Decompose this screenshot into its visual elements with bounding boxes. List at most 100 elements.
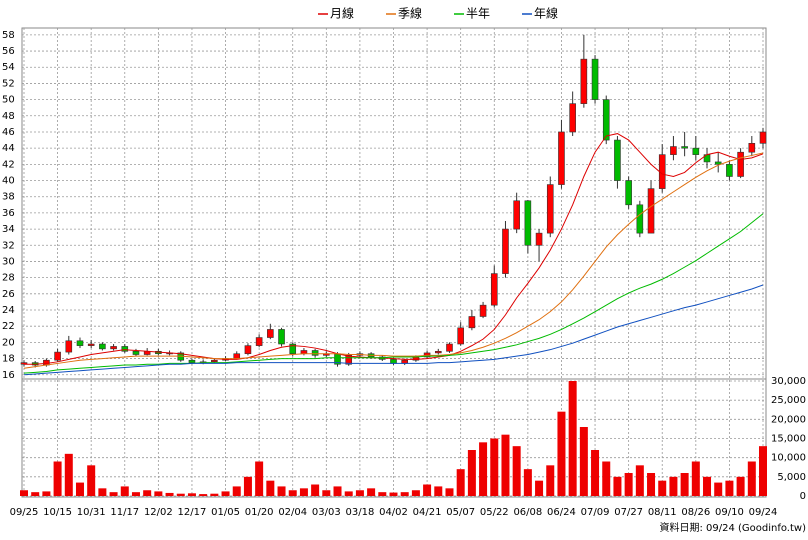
- candle-body: [692, 147, 700, 155]
- volume-bar: [378, 492, 387, 496]
- candle-body: [132, 350, 140, 355]
- x-tick-label: 04/21: [413, 507, 442, 518]
- x-tick-label: 12/02: [144, 507, 173, 518]
- volume-bar: [176, 493, 185, 496]
- volume-bar: [568, 381, 577, 496]
- x-tick-label: 11/17: [110, 507, 139, 518]
- volume-bar: [87, 465, 96, 496]
- candle-body: [569, 103, 576, 133]
- x-tick-label: 08/26: [681, 507, 710, 518]
- volume-bar: [635, 465, 644, 496]
- volume-bar: [75, 482, 84, 496]
- volume-bar: [42, 491, 51, 496]
- y-tick-label: 58: [2, 30, 15, 41]
- volume-bar: [277, 486, 286, 496]
- source-note: 資料日期: 09/24 (Goodinfo.tw): [659, 521, 806, 534]
- x-tick-label: 09/25: [10, 507, 39, 518]
- legend-label: 月線: [330, 6, 354, 21]
- volume-bar: [266, 480, 275, 496]
- volume-bar: [747, 461, 756, 496]
- candle-body: [737, 151, 744, 177]
- y-tick-label: 24: [2, 305, 15, 316]
- candle-body: [513, 200, 520, 230]
- y-tick-label: 26: [2, 289, 15, 300]
- candle-body: [457, 327, 464, 345]
- candle-body: [99, 343, 106, 350]
- volume-bar: [445, 488, 454, 496]
- volume-bar: [187, 493, 196, 496]
- volume-bar: [255, 461, 264, 496]
- volume-bar: [658, 480, 667, 496]
- volume-tick-label: 20,000: [771, 414, 806, 425]
- candle-body: [535, 232, 543, 246]
- x-tick-label: 10/31: [77, 507, 106, 518]
- y-tick-label: 50: [2, 95, 15, 106]
- volume-bar: [523, 469, 532, 496]
- y-tick-label: 28: [2, 273, 15, 284]
- y-tick-label: 54: [2, 62, 15, 73]
- volume-bar: [624, 473, 633, 496]
- x-tick-label: 07/09: [581, 507, 610, 518]
- volume-bar: [602, 461, 611, 496]
- volume-bar: [703, 476, 712, 496]
- candle-body: [546, 184, 554, 234]
- y-tick-label: 20: [2, 337, 15, 348]
- volume-tick-label: 15,000: [771, 434, 806, 445]
- candle-body: [345, 355, 353, 365]
- volume-tick-label: 0: [800, 491, 806, 502]
- y-tick-label: 16: [2, 370, 15, 381]
- volume-bar: [579, 427, 588, 496]
- ma-line: [23, 152, 764, 369]
- volume-bar: [423, 484, 432, 496]
- legend-label: 半年: [466, 7, 490, 21]
- volume-tick-label: 30,000: [771, 376, 806, 387]
- candle-body: [446, 343, 453, 352]
- candle-body: [714, 161, 722, 165]
- x-tick-label: 02/04: [278, 507, 307, 518]
- volume-tick-label: 10,000: [771, 453, 806, 464]
- x-tick-label: 09/24: [749, 507, 778, 518]
- volume-bar: [479, 442, 488, 496]
- volume-bar: [557, 411, 566, 496]
- candle-body: [311, 350, 319, 356]
- volume-bar: [143, 490, 152, 496]
- volume-tick-label: 5,000: [777, 472, 806, 483]
- volume-bar: [501, 434, 510, 496]
- legend-label: 年線: [534, 6, 558, 21]
- candle-body: [390, 359, 397, 364]
- volume-bar: [20, 490, 28, 496]
- volume-bar: [535, 480, 544, 496]
- candle-body: [54, 351, 61, 361]
- price-panel: [21, 27, 767, 380]
- volume-bar: [288, 490, 297, 496]
- candle-body: [647, 188, 655, 234]
- volume-bar: [736, 476, 745, 496]
- candle-body: [244, 345, 252, 355]
- volume-bar: [411, 490, 420, 496]
- candle-body: [110, 346, 117, 350]
- y-tick-label: 46: [2, 127, 15, 138]
- y-tick-label: 44: [2, 143, 15, 154]
- volume-bar: [714, 482, 723, 496]
- x-tick-label: 12/17: [178, 507, 207, 518]
- candle-body: [65, 340, 73, 353]
- candle-body: [233, 353, 241, 359]
- candle-body: [121, 346, 129, 352]
- volume-bar: [154, 491, 163, 496]
- volume-bar: [344, 491, 353, 496]
- x-tick-label: 03/18: [345, 507, 374, 518]
- candle-body: [255, 337, 263, 346]
- volume-bar: [434, 486, 443, 496]
- y-tick-label: 38: [2, 192, 15, 203]
- x-tick-label: 01/20: [245, 507, 274, 518]
- candle-body: [681, 146, 688, 149]
- x-tick-label: 08/11: [648, 507, 677, 518]
- volume-bar: [53, 461, 62, 496]
- y-tick-label: 52: [2, 78, 15, 89]
- y-tick-label: 30: [2, 256, 15, 267]
- volume-bar: [456, 469, 465, 496]
- candle-body: [468, 316, 476, 329]
- volume-bar: [120, 486, 129, 496]
- volume-bar: [243, 476, 252, 496]
